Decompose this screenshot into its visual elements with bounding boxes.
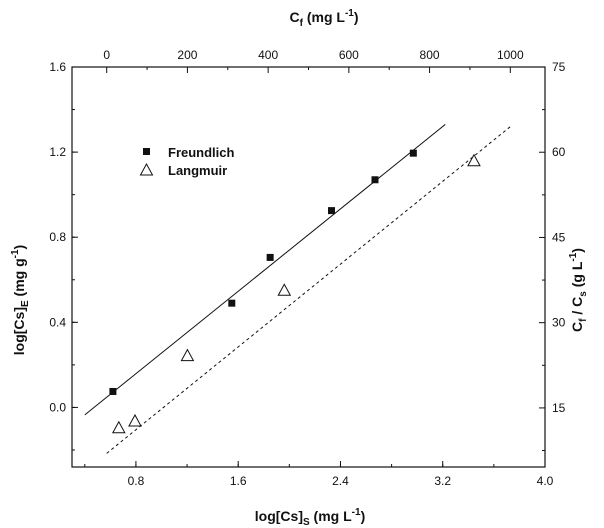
legend-label-langmuir: Langmuir <box>168 163 227 178</box>
legend-marker-freundlich <box>143 148 150 155</box>
y-tick-label-right: 30 <box>552 316 566 330</box>
plot-frame <box>72 67 545 467</box>
x-tick-label-top: 800 <box>420 48 440 62</box>
x-tick-label-top: 200 <box>177 48 197 62</box>
data-point-langmuir <box>113 422 125 433</box>
x-tick-label-top: 600 <box>339 48 359 62</box>
x-tick-label-top: 400 <box>258 48 278 62</box>
y-tick-label-left: 0.8 <box>49 230 66 244</box>
data-point-langmuir <box>181 350 193 361</box>
x-axis-title-top: Cf (mg L-1) <box>289 8 358 29</box>
y-tick-label-right: 45 <box>552 230 566 244</box>
data-point-langmuir <box>278 284 290 295</box>
x-tick-label-top: 0 <box>103 48 110 62</box>
legend-marker-langmuir <box>141 164 153 175</box>
axis-ticks: 0.8 1.6 2.4 3.2 4.0 0.0 0.4 0.8 1.2 1.6 0 200 400 600… <box>49 48 565 488</box>
data-point-freundlich <box>328 207 335 214</box>
y-tick-label-left: 0.0 <box>49 400 66 414</box>
data-points <box>109 150 480 433</box>
y-axis-title-right: Cf / Cs (g L-1) <box>568 248 589 332</box>
legend: Freundlich Langmuir <box>141 145 235 178</box>
data-point-freundlich <box>228 300 235 307</box>
fit-line-freundlich <box>85 124 446 414</box>
data-point-langmuir <box>129 415 141 426</box>
x-tick-label-bottom: 4.0 <box>537 474 554 488</box>
legend-label-freundlich: Freundlich <box>168 145 235 160</box>
x-tick-label-bottom: 3.2 <box>434 474 451 488</box>
x-tick-label-bottom: 0.8 <box>128 474 145 488</box>
x-tick-label-bottom: 2.4 <box>332 474 349 488</box>
data-point-freundlich <box>267 254 274 261</box>
y-tick-label-left: 1.2 <box>49 145 66 159</box>
x-tick-label-bottom: 1.6 <box>230 474 247 488</box>
data-point-freundlich <box>109 388 116 395</box>
y-tick-label-left: 0.4 <box>49 315 66 329</box>
x-axis-title-bottom: log[Cs]S (mg L-1) <box>255 507 365 528</box>
data-point-freundlich <box>371 176 378 183</box>
x-tick-label-top: 1000 <box>497 48 524 62</box>
plot-border <box>72 67 545 467</box>
data-point-langmuir <box>468 155 480 166</box>
y-axis-title-left: log[Cs]E (mg g-1) <box>10 245 31 355</box>
y-tick-label-right: 60 <box>552 145 566 159</box>
y-tick-label-right: 75 <box>552 60 566 74</box>
y-tick-label-left: 1.6 <box>49 60 66 74</box>
y-tick-label-right: 15 <box>552 401 566 415</box>
data-point-freundlich <box>410 150 417 157</box>
